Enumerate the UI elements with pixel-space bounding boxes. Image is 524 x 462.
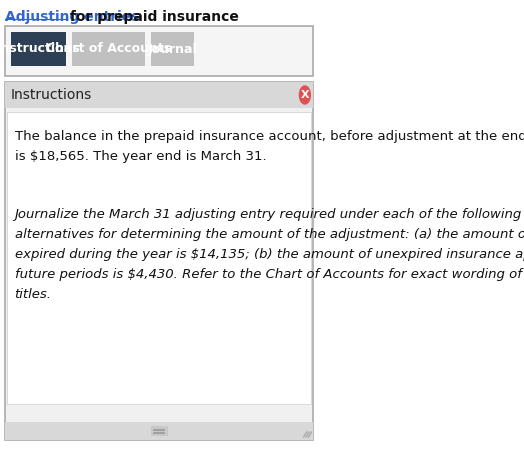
Text: X: X (301, 90, 309, 100)
FancyBboxPatch shape (7, 112, 311, 404)
Text: The balance in the prepaid insurance account, before adjustment at the end of th: The balance in the prepaid insurance acc… (15, 130, 524, 163)
FancyBboxPatch shape (150, 32, 194, 66)
FancyBboxPatch shape (5, 82, 313, 440)
Text: Chart of Accounts: Chart of Accounts (46, 43, 171, 55)
FancyBboxPatch shape (72, 32, 145, 66)
Circle shape (299, 86, 310, 104)
Text: Instructions: Instructions (0, 43, 80, 55)
FancyBboxPatch shape (5, 26, 313, 76)
FancyBboxPatch shape (150, 426, 168, 436)
Text: Journal: Journal (148, 43, 198, 55)
Text: Instructions: Instructions (11, 88, 92, 102)
Text: Adjusting entries: Adjusting entries (5, 10, 139, 24)
Text: for prepaid insurance: for prepaid insurance (66, 10, 239, 24)
Text: Journalize the March 31 adjusting entry required under each of the following
alt: Journalize the March 31 adjusting entry … (15, 208, 524, 301)
FancyBboxPatch shape (5, 82, 313, 108)
FancyBboxPatch shape (5, 422, 313, 440)
FancyBboxPatch shape (11, 32, 66, 66)
